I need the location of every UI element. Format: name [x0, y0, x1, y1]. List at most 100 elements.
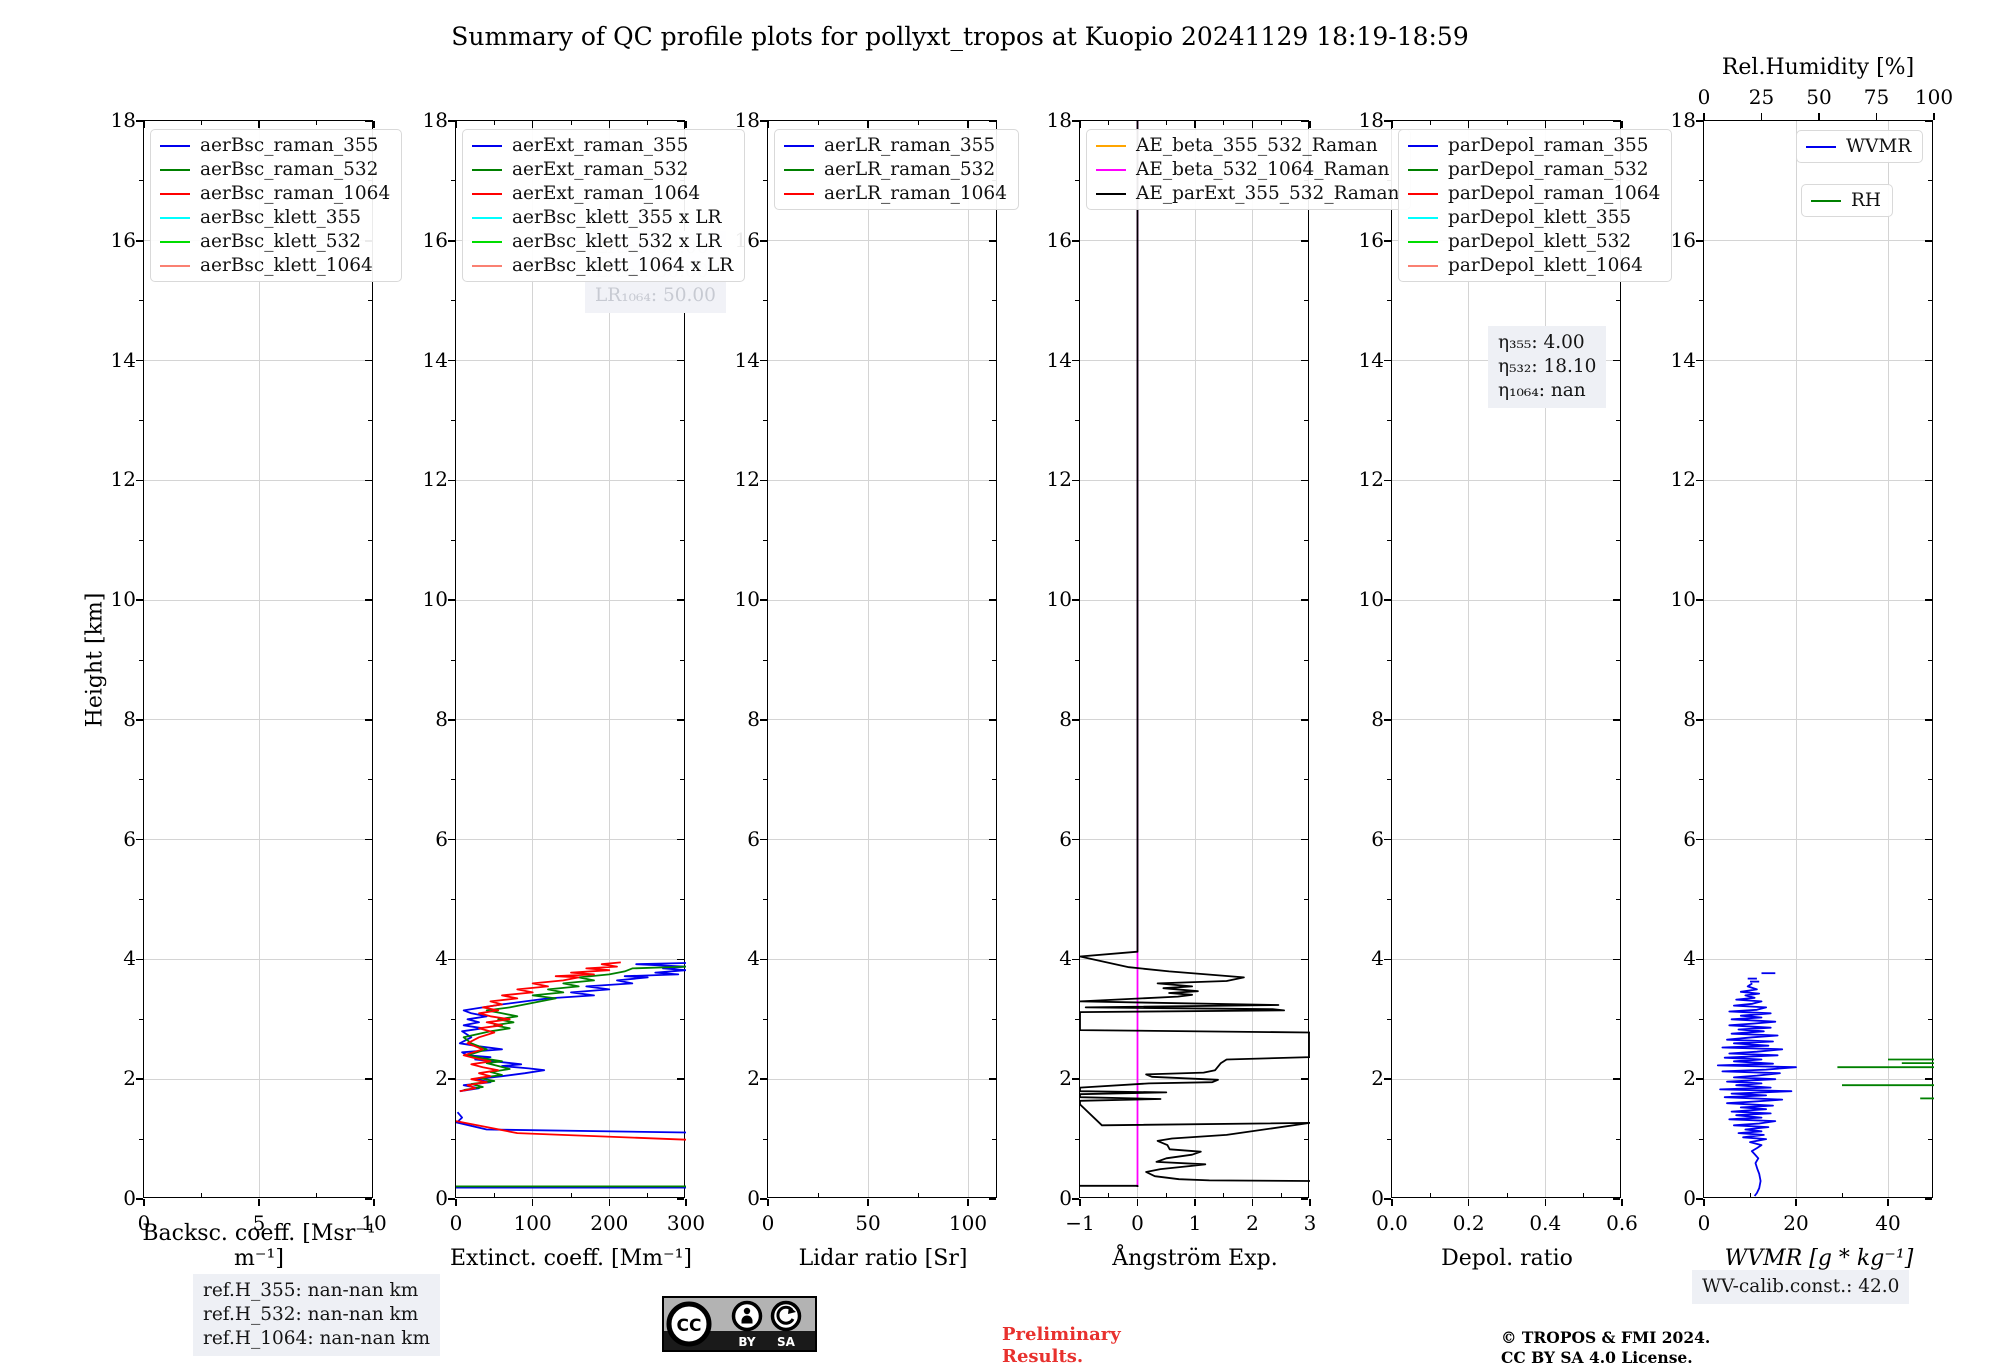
y-tick	[135, 359, 143, 362]
x-tick	[258, 1198, 260, 1206]
x-tick-label: 0	[1131, 1211, 1144, 1235]
y-tick-label: 8	[747, 706, 760, 731]
y-minor-tick-right	[992, 899, 996, 901]
x-axis-label: Ångström Exp.	[1112, 1246, 1278, 1271]
x-axis-label: Extinct. coeff. [Mm⁻¹]	[449, 1246, 693, 1271]
x-tick	[967, 1198, 969, 1206]
gridline-y	[768, 240, 996, 242]
y-minor-tick	[1699, 300, 1703, 302]
y-tick-label: 16	[1358, 227, 1384, 252]
series-plot-extinction	[456, 961, 686, 1189]
y-tick-label: 16	[422, 227, 448, 252]
x-minor-tick	[316, 1193, 317, 1197]
legend-label: aerBsc_klett_355	[200, 207, 362, 228]
y-minor-tick	[451, 899, 455, 901]
x-tick-top	[1251, 121, 1254, 128]
x-tick-label: 0	[449, 1211, 463, 1235]
y-tick	[759, 120, 767, 122]
y-minor-tick-right	[368, 659, 372, 661]
y-minor-tick-right	[680, 419, 684, 421]
legend-label: parDepol_raman_355	[1448, 135, 1649, 156]
y-minor-tick-right	[1616, 659, 1620, 661]
gridline-y	[1704, 1078, 1932, 1080]
y-tick-right	[989, 958, 996, 961]
x-tick	[1887, 1198, 1889, 1206]
x-minor-tick	[647, 1193, 649, 1197]
arrow-head	[788, 1306, 796, 1314]
legend-line-swatch	[1408, 216, 1438, 219]
y-tick	[1695, 359, 1703, 362]
series-line-aerExt_raman_532	[462, 965, 686, 1091]
y-minor-tick-right	[1304, 779, 1308, 781]
y-tick	[1695, 120, 1703, 122]
y-minor-tick-right	[992, 659, 996, 661]
x-tick	[1621, 1198, 1623, 1206]
gridline-y	[1392, 1078, 1620, 1080]
y-tick-label: 12	[1670, 467, 1696, 492]
legend-label: parDepol_raman_532	[1448, 159, 1649, 180]
y-tick-label: 12	[110, 467, 136, 492]
y-minor-tick-right	[680, 1018, 684, 1020]
y-tick-label: 8	[123, 706, 136, 731]
y-tick-right	[365, 719, 372, 721]
y-tick-label: 12	[422, 467, 448, 492]
gridline-y	[1704, 839, 1932, 841]
y-minor-tick	[1387, 1018, 1391, 1020]
y-tick-right	[1301, 239, 1308, 242]
y-tick	[135, 958, 143, 961]
legend-item: parDepol_raman_532	[1408, 159, 1660, 180]
y-minor-tick-right	[680, 779, 684, 781]
y-tick	[1695, 958, 1703, 961]
x-tick-top	[1544, 121, 1547, 128]
y-tick-right	[1925, 1078, 1932, 1081]
gridline-x	[532, 121, 534, 1197]
preliminary-line: Preliminary	[1002, 1324, 1121, 1345]
gridline-x	[867, 121, 869, 1197]
y-minor-tick	[451, 659, 455, 661]
x-minor-tick	[917, 1193, 919, 1197]
y-tick-right	[1613, 1198, 1620, 1200]
legend-line-swatch	[784, 192, 814, 195]
y-tick	[447, 838, 455, 841]
panel-extinction: 0 100 200 300 0 2 4 6 8 10 12 14 16 18 Extinct. coeff.…	[423, 108, 746, 1271]
legend-item: AE_beta_532_1064_Raman	[1096, 159, 1399, 180]
legend-label: aerBsc_klett_1064	[200, 255, 373, 276]
y-tick-right	[677, 359, 684, 362]
y-minor-tick-right	[992, 300, 996, 302]
y-tick-right	[1613, 479, 1620, 482]
gridline-y	[144, 1078, 372, 1080]
y-minor-tick-right	[1616, 539, 1620, 541]
y-tick	[135, 239, 143, 242]
y-minor-tick	[1075, 180, 1079, 182]
by-label: BY	[738, 1335, 755, 1349]
legend-label: aerBsc_raman_355	[200, 135, 379, 156]
y-tick	[1383, 958, 1391, 961]
gridline-y	[1704, 719, 1932, 721]
y-tick-right	[1301, 719, 1308, 721]
x-tick-label: 0.4	[1529, 1211, 1562, 1235]
gridline-x	[1252, 121, 1253, 1197]
legend: aerBsc_raman_355 aerBsc_raman_532 aerBsc_r…	[150, 129, 403, 282]
legend-line-swatch	[1408, 168, 1438, 171]
y-tick	[135, 838, 143, 841]
preliminary-line: Results.	[1002, 1345, 1084, 1367]
x-tick-top	[767, 121, 769, 128]
legend-item: AE_beta_355_532_Raman	[1096, 135, 1399, 156]
legend-line-swatch	[1408, 264, 1438, 267]
x-tick-label: 50	[855, 1211, 881, 1235]
y-minor-tick-right	[1616, 300, 1620, 302]
gridline-y	[1080, 599, 1308, 601]
y-tick-right	[989, 120, 996, 122]
y-tick-right	[1613, 1078, 1620, 1081]
y-tick-label: 2	[435, 1066, 448, 1091]
y-minor-tick-right	[368, 539, 372, 541]
x-minor-tick	[1280, 1193, 1282, 1197]
license-line: CC BY SA 4.0 License.	[1501, 1348, 1693, 1368]
y-tick-right	[365, 120, 372, 122]
legend-item: RH	[1811, 190, 1881, 211]
y-tick-label: 10	[1670, 587, 1696, 612]
legend-label: parDepol_raman_1064	[1448, 183, 1661, 204]
y-minor-tick	[139, 779, 143, 781]
y-minor-tick-right	[1304, 659, 1308, 661]
y-minor-tick-right	[1928, 899, 1932, 901]
